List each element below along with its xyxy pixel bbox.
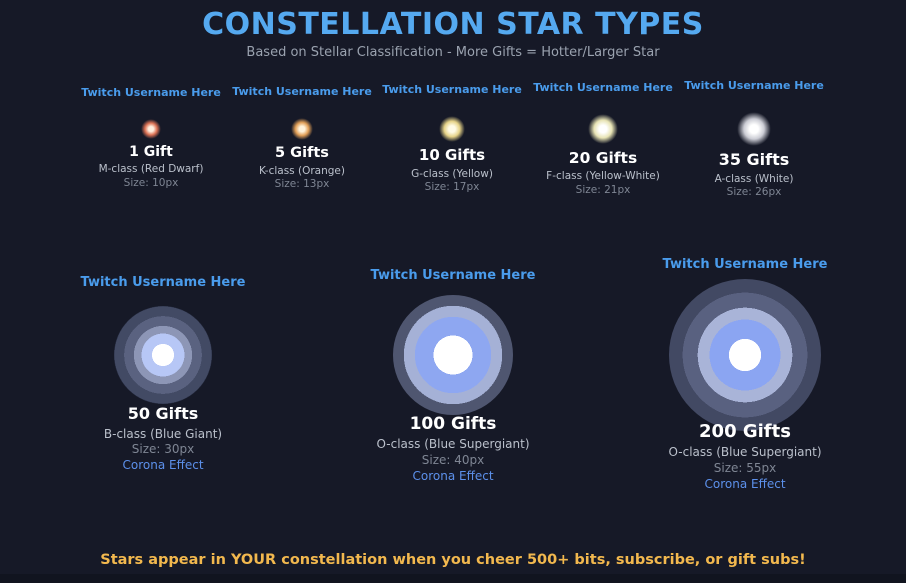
- star-class-label: O-class (Blue Supergiant): [668, 445, 822, 460]
- header: CONSTELLATION STAR TYPES Based on Stella…: [0, 0, 906, 60]
- star-class-label: G-class (Yellow): [411, 167, 493, 180]
- star-labels: 10 Gifts G-class (Yellow) Size: 17px: [411, 146, 493, 194]
- twitch-username-label: Twitch Username Here: [232, 85, 372, 98]
- gift-count-label: 200 Gifts: [699, 421, 791, 442]
- star-labels: 20 Gifts F-class (Yellow-White) Size: 21…: [546, 148, 660, 197]
- twitch-username-label: Twitch Username Here: [370, 268, 536, 283]
- star-icon: [737, 112, 771, 146]
- page-subtitle: Based on Stellar Classification - More G…: [246, 45, 660, 60]
- star-labels: 50 Gifts B-class (Blue Giant) Size: 30px…: [104, 404, 222, 474]
- gift-count-label: 1 Gift: [129, 144, 173, 160]
- star-labels: 200 Gifts O-class (Blue Supergiant) Size…: [668, 420, 821, 493]
- star-corona-icon: [114, 306, 212, 404]
- star-size-label: Size: 10px: [123, 176, 179, 189]
- corona-effect-label: Corona Effect: [704, 476, 786, 491]
- corona-effect-label: Corona Effect: [412, 468, 494, 483]
- star-icon: [588, 114, 618, 144]
- star-class-label: B-class (Blue Giant): [103, 426, 223, 441]
- star-size-label: Size: 55px: [713, 460, 777, 475]
- star-labels: 5 Gifts K-class (Orange) Size: 13px: [259, 144, 345, 192]
- footer-callout: Stars appear in YOUR constellation when …: [100, 552, 806, 568]
- star-size-label: Size: 30px: [131, 442, 195, 457]
- twitch-username-label: Twitch Username Here: [533, 81, 673, 94]
- star-size-label: Size: 13px: [274, 178, 330, 191]
- gift-count-label: 10 Gifts: [418, 146, 486, 164]
- star-size-label: Size: 26px: [726, 186, 782, 199]
- star-class-label: O-class (Blue Supergiant): [376, 437, 530, 452]
- star-class-label: K-class (Orange): [259, 164, 345, 177]
- star-icon: [439, 116, 465, 142]
- twitch-username-label: Twitch Username Here: [382, 83, 522, 96]
- page-title: CONSTELLATION STAR TYPES: [202, 7, 704, 42]
- star-labels: 100 Gifts O-class (Blue Supergiant) Size…: [376, 413, 529, 484]
- twitch-username-label: Twitch Username Here: [684, 79, 824, 92]
- star-size-label: Size: 21px: [575, 183, 631, 196]
- gift-count-label: 100 Gifts: [409, 414, 497, 434]
- gift-count-label: 20 Gifts: [568, 149, 638, 167]
- corona-effect-label: Corona Effect: [122, 458, 204, 473]
- star-class-label: M-class (Red Dwarf): [98, 163, 204, 176]
- star-size-label: Size: 17px: [424, 181, 480, 194]
- twitch-username-label: Twitch Username Here: [80, 275, 246, 290]
- star-labels: 1 Gift M-class (Red Dwarf) Size: 10px: [99, 143, 204, 190]
- star-corona-icon: [393, 295, 513, 415]
- star-icon: [141, 119, 161, 139]
- gift-count-label: 50 Gifts: [127, 404, 199, 423]
- star-size-label: Size: 40px: [421, 452, 485, 467]
- star-class-label: A-class (White): [714, 172, 794, 185]
- star-icon: [291, 118, 313, 140]
- star-class-label: F-class (Yellow-White): [546, 170, 660, 183]
- star-labels: 35 Gifts A-class (White) Size: 26px: [715, 150, 794, 200]
- gift-count-label: 5 Gifts: [275, 145, 329, 161]
- gift-count-label: 35 Gifts: [718, 150, 790, 169]
- star-corona-icon: [669, 279, 821, 431]
- footer-strip: [0, 574, 906, 583]
- twitch-username-label: Twitch Username Here: [662, 257, 828, 272]
- twitch-username-label: Twitch Username Here: [81, 86, 221, 99]
